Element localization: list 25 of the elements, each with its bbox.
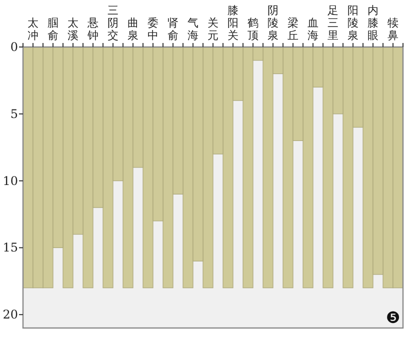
x-tick-label: 气海: [188, 16, 198, 42]
x-tick-label: 鹤顶: [248, 16, 258, 42]
x-tick-label: 悬钟: [86, 16, 98, 42]
x-tick-label: 腘俞: [48, 16, 58, 42]
x-tick-label: 阴陵泉: [268, 4, 278, 42]
x-tick-label: 太冲: [28, 16, 38, 42]
x-tick-label: 三阴交: [108, 4, 118, 42]
y-tick-label: 20: [2, 308, 18, 322]
x-tick-label: 委中: [148, 16, 158, 42]
y-tick-label: 0: [10, 40, 18, 54]
annotation: ❺: [386, 308, 400, 327]
y-tick-label: 5: [10, 106, 18, 121]
x-tick-label: 内膝眼: [368, 4, 378, 42]
x-tick-label: 肾俞: [168, 16, 178, 42]
x-tick-label: 血海: [308, 16, 318, 42]
y-tick-label: 15: [2, 240, 18, 255]
x-tick-label: 阳陵泉: [348, 4, 358, 42]
x-tick-label: 足三里: [328, 4, 338, 42]
x-tick-label: 梁丘: [288, 16, 298, 42]
x-tick-label: 曲泉: [128, 16, 138, 42]
x-tick-label: 太溪: [68, 16, 78, 42]
x-tick-label: 膝阳关: [228, 4, 238, 42]
x-tick-label: 关元: [208, 16, 218, 42]
y-tick-label: 10: [2, 174, 18, 188]
x-tick-label: 犊鼻: [388, 16, 398, 42]
